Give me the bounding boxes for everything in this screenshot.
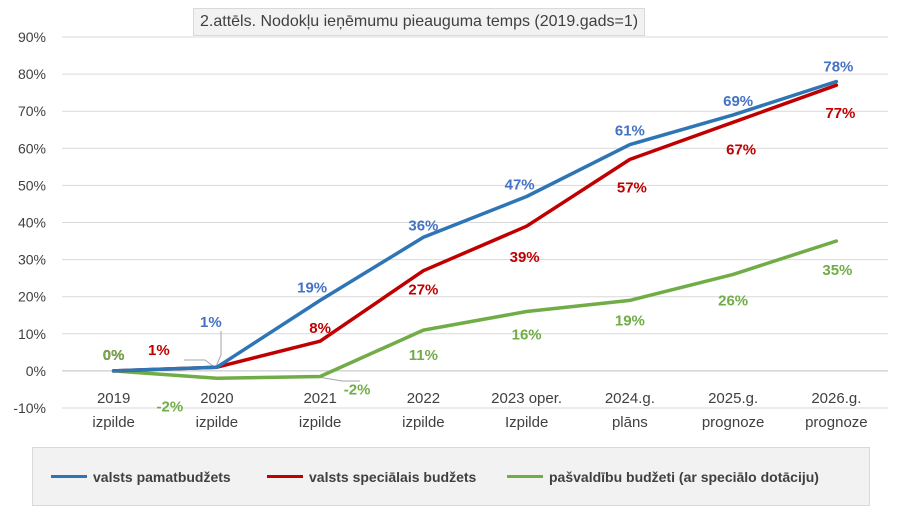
leader-line <box>214 331 222 370</box>
data-label: 8% <box>309 320 331 337</box>
x-tick-label-sub: izpilde <box>299 414 342 431</box>
legend-label-pasvaldibu-budzeti: pašvaldību budžeti (ar speciālo dotāciju… <box>549 468 819 485</box>
legend-label-valsts-pamatbudzets: valsts pamatbudžets <box>93 468 231 485</box>
y-tick-label: 10% <box>18 326 46 342</box>
x-tick-label-sub: Izpilde <box>505 414 548 431</box>
leader-line <box>317 376 360 382</box>
x-tick-label: 2020 <box>200 390 233 407</box>
data-label: 69% <box>723 93 753 110</box>
data-label: 0% <box>103 347 125 364</box>
y-tick-label: 90% <box>18 29 46 45</box>
data-label: 47% <box>505 177 535 194</box>
data-label: 36% <box>408 217 438 234</box>
data-label: 39% <box>510 249 540 266</box>
legend-swatch-pasvaldibu-budzeti <box>507 475 543 478</box>
chart-title: 2.attēls. Nodokļu ieņēmumu pieauguma tem… <box>193 8 646 36</box>
y-tick-label: 30% <box>18 252 46 268</box>
data-label: -2% <box>344 381 371 398</box>
series-line-valsts-specialais-budzets <box>111 83 839 373</box>
y-tick-label: 20% <box>18 289 46 305</box>
data-label: 67% <box>726 141 756 158</box>
data-label: 19% <box>615 312 645 329</box>
data-label: 11% <box>409 347 438 364</box>
data-label: 19% <box>297 279 327 296</box>
chart-legend: valsts pamatbudžets valsts speciālais bu… <box>32 447 870 506</box>
y-tick-label: 0% <box>26 363 46 379</box>
x-tick-label: 2022 <box>407 390 440 407</box>
x-tick-label-sub: izpilde <box>402 414 445 431</box>
x-tick-label-sub: plāns <box>612 414 648 431</box>
legend-item-valsts-specialais-budzets: valsts speciālais budžets <box>267 448 476 505</box>
y-tick-label: 70% <box>18 103 46 119</box>
legend-item-valsts-pamatbudzets: valsts pamatbudžets <box>51 448 231 505</box>
series-line-pasvaldibu-budzeti <box>111 239 839 381</box>
x-tick-label-sub: prognoze <box>702 414 765 431</box>
series-line-valsts-pamatbudzets <box>111 79 839 373</box>
x-tick-label-sub: izpilde <box>92 414 135 431</box>
data-label: -2% <box>157 398 184 415</box>
x-tick-label-sub: prognoze <box>805 414 868 431</box>
data-label: 57% <box>617 179 647 196</box>
data-label: 0% <box>103 347 125 364</box>
legend-swatch-valsts-pamatbudzets <box>51 475 87 478</box>
data-label: 27% <box>408 282 438 299</box>
x-tick-label: 2019 <box>97 390 130 407</box>
data-label: 1% <box>148 342 170 359</box>
data-label: 61% <box>615 123 645 140</box>
x-tick-label: 2026.g. <box>811 390 861 407</box>
y-tick-label: 80% <box>18 66 46 82</box>
y-tick-label: 60% <box>18 140 46 156</box>
legend-label-valsts-specialais-budzets: valsts speciālais budžets <box>309 468 477 485</box>
x-tick-label: 2021 <box>303 390 336 407</box>
data-label: 78% <box>823 59 853 76</box>
x-tick-label: 2025.g. <box>708 390 758 407</box>
y-tick-label: 40% <box>18 215 46 231</box>
data-label: 16% <box>512 327 542 344</box>
data-label: 77% <box>825 105 855 122</box>
y-tick-label: 50% <box>18 177 46 193</box>
data-label: 26% <box>718 292 748 309</box>
data-label: 35% <box>822 262 852 279</box>
data-label: 0% <box>103 347 125 364</box>
x-tick-label: 2023 oper. <box>491 390 562 407</box>
data-label: 1% <box>200 314 222 331</box>
x-tick-label-sub: izpilde <box>196 414 239 431</box>
y-tick-label: -10% <box>13 400 46 416</box>
legend-item-pasvaldibu-budzeti: pašvaldību budžeti (ar speciālo dotāciju… <box>507 448 819 505</box>
x-tick-label: 2024.g. <box>605 390 655 407</box>
legend-swatch-valsts-specialais-budzets <box>267 475 303 478</box>
